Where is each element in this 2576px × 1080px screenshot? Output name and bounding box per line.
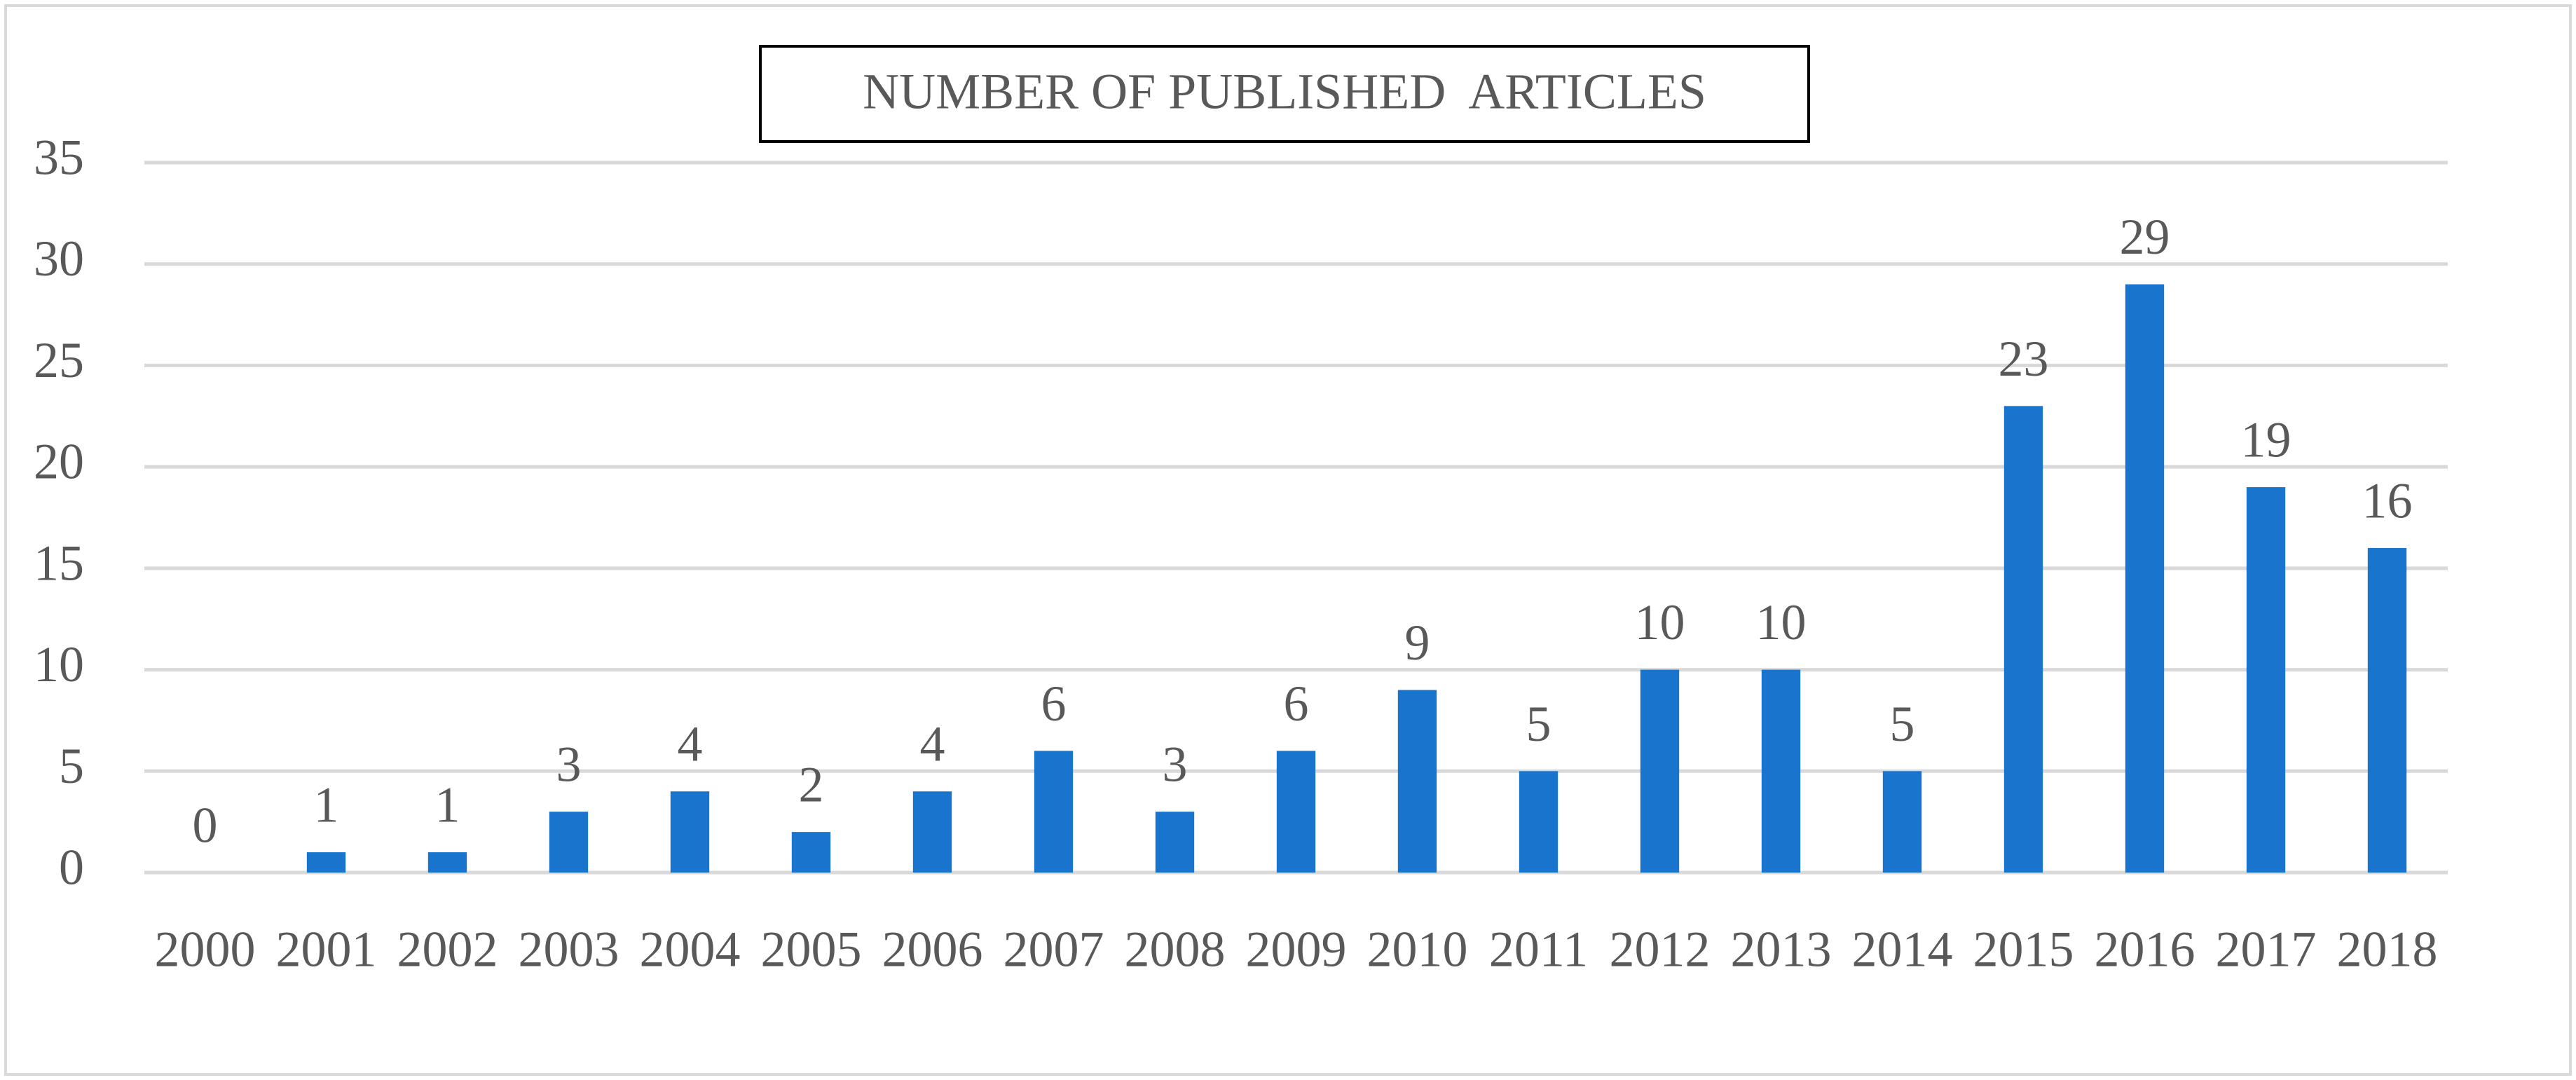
chart-title: NUMBER OF PUBLISHED ARTICLES [863,64,1706,120]
x-tick-label: 2005 [761,922,862,978]
data-label: 6 [1041,676,1067,732]
bar [306,852,346,873]
data-label: 23 [1999,331,2049,387]
y-tick-label: 15 [34,535,84,591]
bar [1761,669,1801,873]
data-label: 4 [678,716,703,772]
data-label: 1 [435,777,460,833]
chart-frame [4,4,2572,1076]
data-label: 6 [1284,676,1309,732]
x-tick-label: 2010 [1367,922,1468,978]
data-label: 10 [1756,594,1807,650]
bar [1640,669,1680,873]
y-tick-label: 0 [59,840,84,896]
x-tick-label: 2001 [276,922,377,978]
bar [912,791,952,873]
data-label: 16 [2362,472,2413,528]
y-tick-label: 10 [34,636,84,692]
y-tick-label: 25 [34,332,84,388]
x-tick-label: 2009 [1246,922,1347,978]
data-label: 1 [314,777,339,833]
bar [1519,771,1558,873]
y-tick-label: 20 [34,434,84,490]
data-label: 19 [2241,412,2291,468]
x-tick-label: 2011 [1489,922,1588,978]
x-tick-label: 2015 [1973,922,2074,978]
bar [2125,284,2165,873]
x-tick-label: 2002 [397,922,498,978]
data-label: 9 [1405,615,1430,671]
y-tick-label: 5 [59,738,84,794]
data-label: 29 [2120,209,2170,265]
y-tick-label: 30 [34,231,84,287]
bar [549,812,589,873]
data-label: 0 [193,798,218,854]
x-tick-label: 2013 [1731,922,1832,978]
x-tick-label: 2000 [155,922,256,978]
data-label: 10 [1635,594,1685,650]
bar [2003,406,2043,873]
bar [670,791,710,873]
bar [1397,690,1437,873]
bar [1155,812,1195,873]
bar [427,852,467,873]
x-tick-label: 2014 [1852,922,1953,978]
x-tick-label: 2017 [2216,922,2317,978]
bar [1882,771,1922,873]
data-label: 3 [1163,737,1188,793]
data-label: 4 [920,716,945,772]
x-tick-label: 2008 [1125,922,1226,978]
data-label: 3 [556,737,582,793]
title-box [759,45,1810,143]
bar [1276,751,1316,873]
bar [2246,487,2286,873]
y-tick-label: 35 [34,130,84,186]
x-tick-label: 2016 [2095,922,2195,978]
data-label: 5 [1526,696,1551,752]
bar [791,832,831,873]
x-tick-label: 2003 [519,922,619,978]
data-label: 5 [1890,696,1915,752]
bar [2367,547,2407,873]
x-tick-label: 2006 [882,922,983,978]
bar [1034,751,1074,873]
x-tick-label: 2004 [640,922,741,978]
x-tick-label: 2018 [2337,922,2438,978]
x-tick-label: 2012 [1610,922,1711,978]
x-tick-label: 2007 [1003,922,1104,978]
data-label: 2 [799,757,824,813]
